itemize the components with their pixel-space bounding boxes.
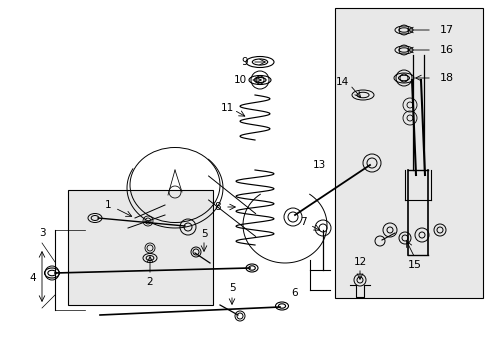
Text: 10: 10	[233, 75, 246, 85]
Text: 4: 4	[30, 273, 36, 283]
Text: 9: 9	[241, 57, 248, 67]
Text: 8: 8	[214, 202, 221, 212]
Text: 3: 3	[39, 228, 45, 238]
Text: 16: 16	[439, 45, 453, 55]
Text: 13: 13	[312, 160, 325, 170]
Text: 17: 17	[439, 25, 453, 35]
Bar	[334, 8, 482, 298]
Text: 6: 6	[291, 288, 298, 298]
Text: 12: 12	[353, 257, 366, 267]
Text: 11: 11	[220, 103, 233, 113]
Text: 7: 7	[299, 217, 305, 227]
Text: 1: 1	[104, 200, 111, 210]
Bar	[68, 190, 213, 305]
Text: 5: 5	[200, 229, 207, 239]
Text: 18: 18	[439, 73, 453, 83]
Text: 2: 2	[146, 277, 153, 287]
Text: 15: 15	[407, 260, 421, 270]
Text: 5: 5	[228, 283, 235, 293]
Text: 14: 14	[335, 77, 348, 87]
